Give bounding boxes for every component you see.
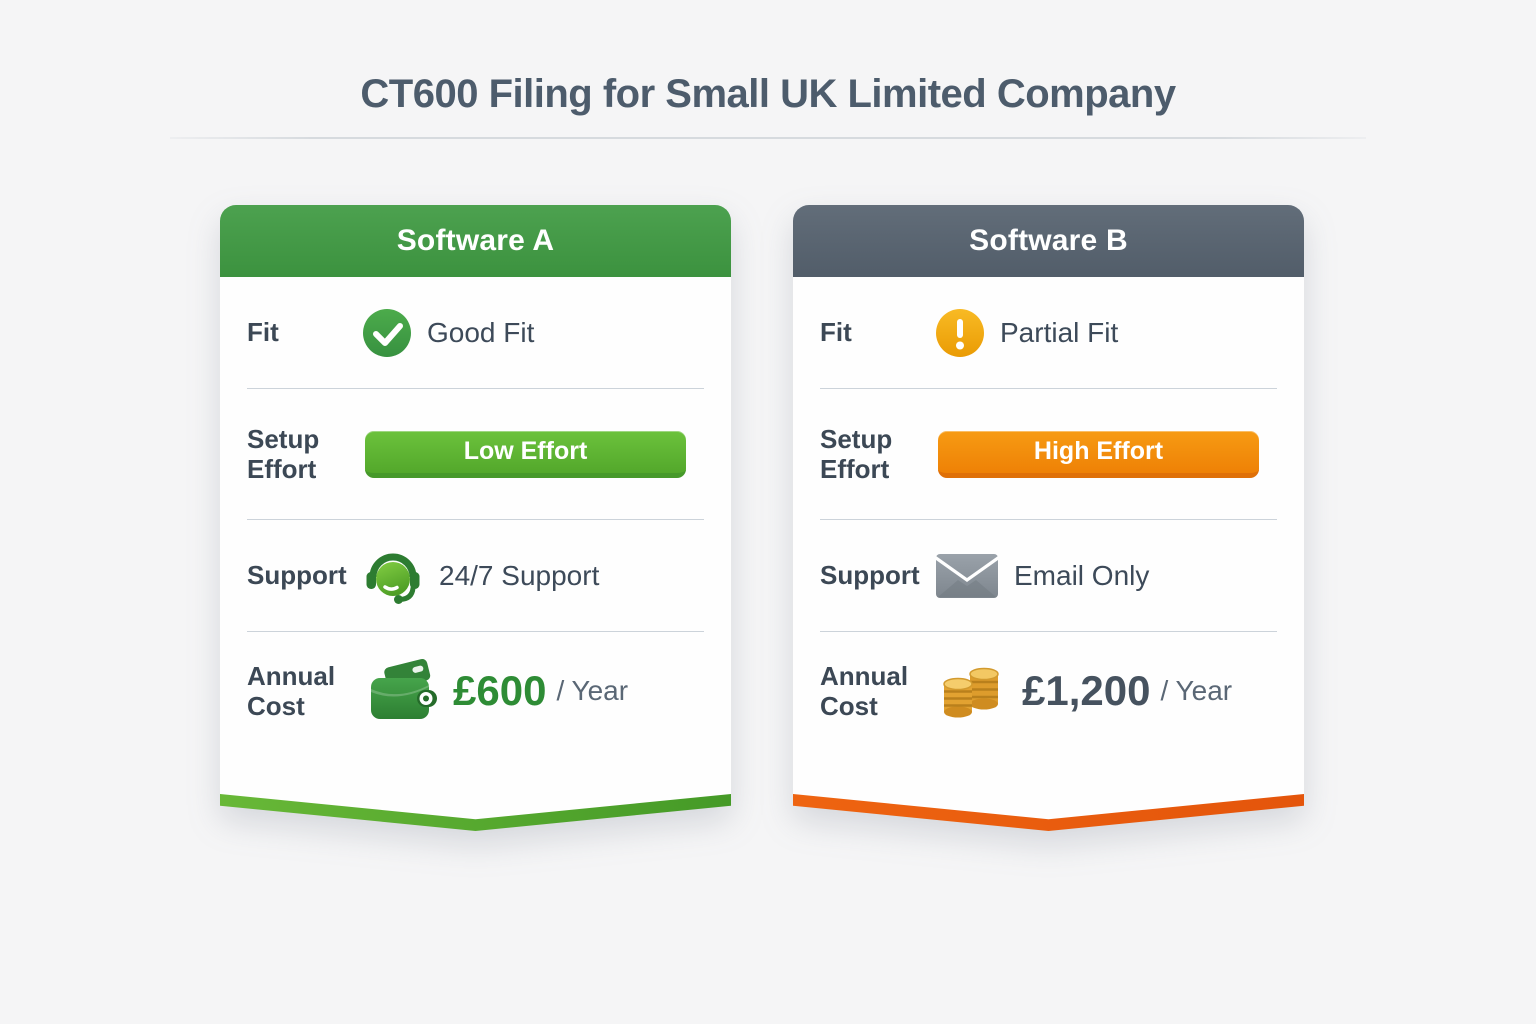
support-value: 24/7 Support <box>439 559 600 591</box>
check-circle-icon <box>363 308 411 357</box>
annual-cost-label: Annual Cost <box>247 660 336 721</box>
card-chevron <box>793 789 1304 831</box>
row-setup-effort: Setup Effort High Effort <box>820 389 1277 520</box>
price-suffix: / Year <box>556 675 629 706</box>
card-title: Software B <box>969 224 1128 257</box>
page-title: CT600 Filing for Small UK Limited Compan… <box>360 72 1176 116</box>
card-software-a: Software A Fit Good Fit <box>220 205 731 831</box>
setup-effort-label: Setup Effort <box>247 423 320 484</box>
fit-label: Fit <box>247 317 279 348</box>
title-divider <box>170 137 1366 139</box>
support-value: Email Only <box>1014 559 1150 591</box>
card-body: Fit Partial Fit S <box>793 277 1304 790</box>
card-chevron <box>220 789 731 831</box>
row-fit: Fit Good Fit <box>247 277 704 389</box>
body-spacer <box>247 750 704 790</box>
setup-effort-label: Setup Effort <box>820 423 893 484</box>
row-setup-effort: Setup Effort Low Effort <box>247 389 704 520</box>
price-suffix: / Year <box>1160 675 1233 706</box>
body-spacer <box>820 750 1277 790</box>
comparison-cards: Software A Fit Good Fit <box>220 205 1304 831</box>
coin-stack-front <box>943 677 973 718</box>
warning-circle-icon <box>936 308 984 357</box>
card-header: Software B <box>793 205 1304 277</box>
headset-icon <box>363 546 423 606</box>
card-header: Software A <box>220 205 731 277</box>
wallet-icon <box>363 659 437 723</box>
effort-badge[interactable]: High Effort <box>938 430 1259 478</box>
row-support: Support Email Only <box>820 520 1277 632</box>
annual-cost-label: Annual Cost <box>820 660 909 721</box>
row-annual-cost: Annual Cost <box>247 632 704 750</box>
effort-badge[interactable]: Low Effort <box>365 430 686 478</box>
support-label: Support <box>247 560 347 591</box>
row-support: Support <box>247 520 704 632</box>
price: £600 <box>453 667 547 714</box>
fit-value: Partial Fit <box>1000 316 1119 348</box>
coin-stack-back <box>969 667 999 710</box>
fit-label: Fit <box>820 317 852 348</box>
coins-icon <box>936 658 1006 724</box>
fit-value: Good Fit <box>427 316 535 348</box>
card-software-b: Software B Fit <box>793 205 1304 831</box>
row-annual-cost: Annual Cost <box>820 632 1277 750</box>
row-fit: Fit Partial Fit <box>820 277 1277 389</box>
price: £1,200 <box>1022 667 1151 714</box>
support-label: Support <box>820 560 920 591</box>
card-title: Software A <box>396 224 555 257</box>
envelope-icon <box>936 553 998 598</box>
card-body: Fit Good Fit Setup Effort <box>220 277 731 790</box>
